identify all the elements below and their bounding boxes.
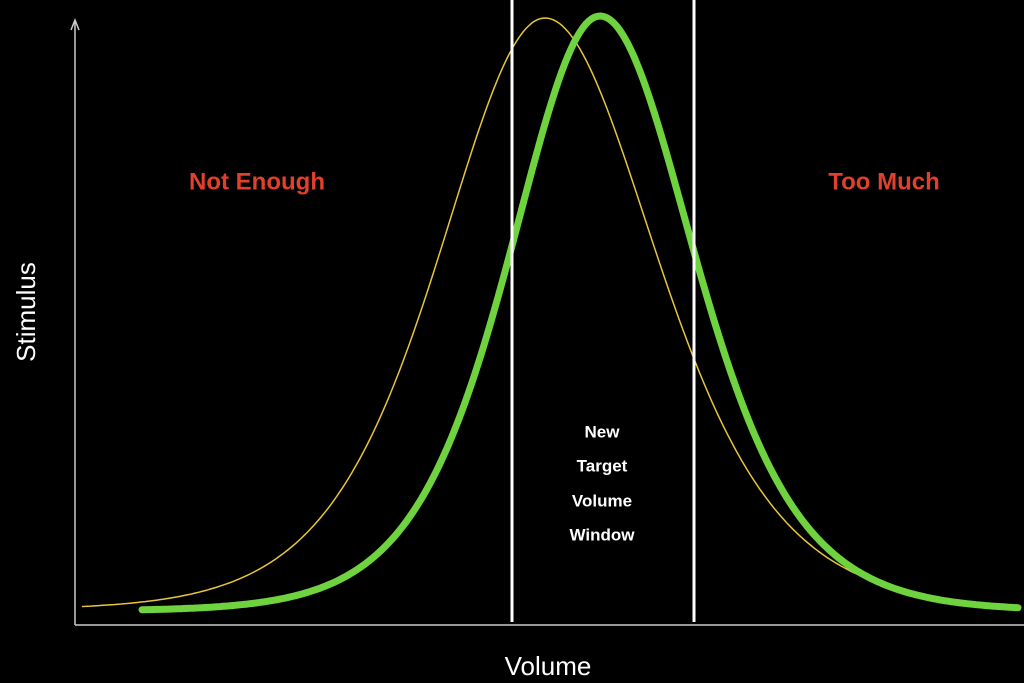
y-axis-label: Stimulus	[11, 262, 41, 362]
window-label: Volume	[572, 491, 632, 510]
x-axis-label: Volume	[505, 651, 592, 681]
window-label: Target	[577, 456, 628, 475]
zone-label: Not Enough	[189, 168, 325, 195]
window-label: Window	[570, 525, 636, 544]
window-label: New	[585, 422, 621, 441]
y-axis-arrow	[70, 17, 80, 31]
new-curve	[138, 12, 1022, 614]
zone-label: Too Much	[828, 168, 940, 195]
